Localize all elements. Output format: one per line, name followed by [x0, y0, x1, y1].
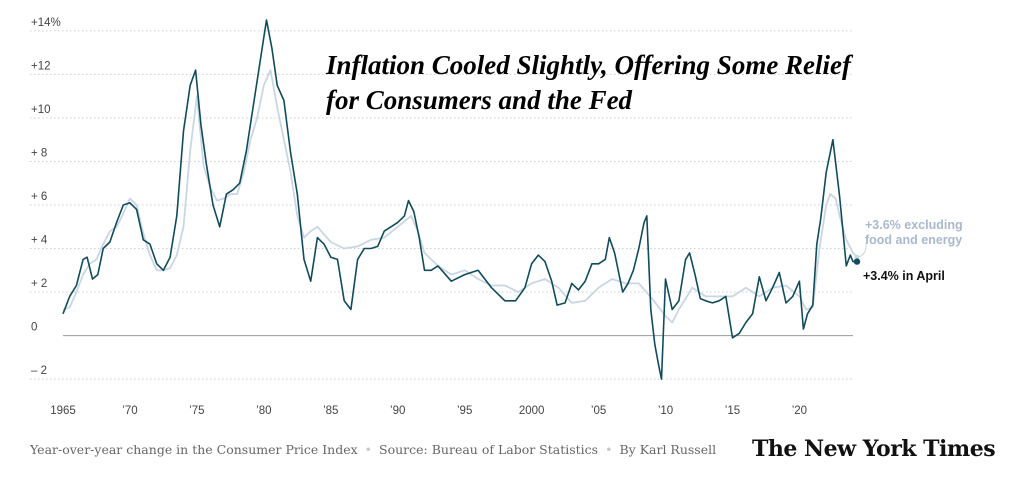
footer-separator: • [605, 442, 613, 457]
x-tick-label: ’20 [792, 405, 807, 417]
footer-source: Source: Bureau of Labor Statistics [379, 442, 599, 457]
markers [853, 243, 867, 265]
series-line-core [62, 69, 858, 324]
chart-title: Inflation Cooled Slightly, Offering Some… [326, 50, 852, 115]
footer-byline: By Karl Russell [619, 442, 717, 457]
x-tick-label: ’80 [256, 405, 271, 417]
x-tick-label: ’10 [658, 405, 673, 417]
x-tick-label: ’95 [457, 405, 472, 417]
x-tick-label: 1965 [50, 405, 76, 417]
y-tick-label: +12 [31, 60, 51, 72]
footer-description: Year-over-year change in the Consumer Pr… [30, 442, 358, 457]
nyt-logo: The New York Times [752, 436, 996, 462]
x-tick-label: ’05 [591, 405, 606, 417]
x-tick-label: ’75 [189, 405, 204, 417]
chart-footer: Year-over-year change in the Consumer Pr… [30, 442, 716, 457]
gridlines [30, 30, 853, 380]
y-tick-label: +14% [31, 17, 61, 29]
x-tick-label: ’85 [323, 405, 338, 417]
core-end-marker [854, 254, 860, 260]
x-tick-label: ’15 [725, 405, 740, 417]
y-tick-label: + 6 [31, 191, 47, 203]
y-tick-label: + 2 [31, 278, 47, 290]
y-tick-label: – 2 [31, 365, 47, 377]
x-tick-label: ’70 [122, 405, 137, 417]
headline-inflation-annotation: +3.4% in April [863, 269, 945, 283]
y-tick-label: + 4 [31, 235, 48, 247]
y-tick-label: 0 [31, 322, 37, 334]
series-line-all-items [62, 19, 857, 380]
x-tick-label: 2000 [519, 405, 545, 417]
x-tick-label: ’90 [390, 405, 405, 417]
y-tick-label: + 8 [31, 147, 47, 159]
series-lines [62, 19, 858, 380]
footer-separator: • [364, 442, 373, 457]
core-inflation-annotation: +3.6% excluding food and energy [865, 218, 963, 247]
axis-labels: +14% +12 +10 + 8 + 6 + 4 + 2 0 – 2 1965 ’70 ’75 ’80 ’… [31, 17, 807, 417]
y-tick-label: +10 [31, 104, 51, 116]
headline-end-marker [853, 258, 861, 265]
